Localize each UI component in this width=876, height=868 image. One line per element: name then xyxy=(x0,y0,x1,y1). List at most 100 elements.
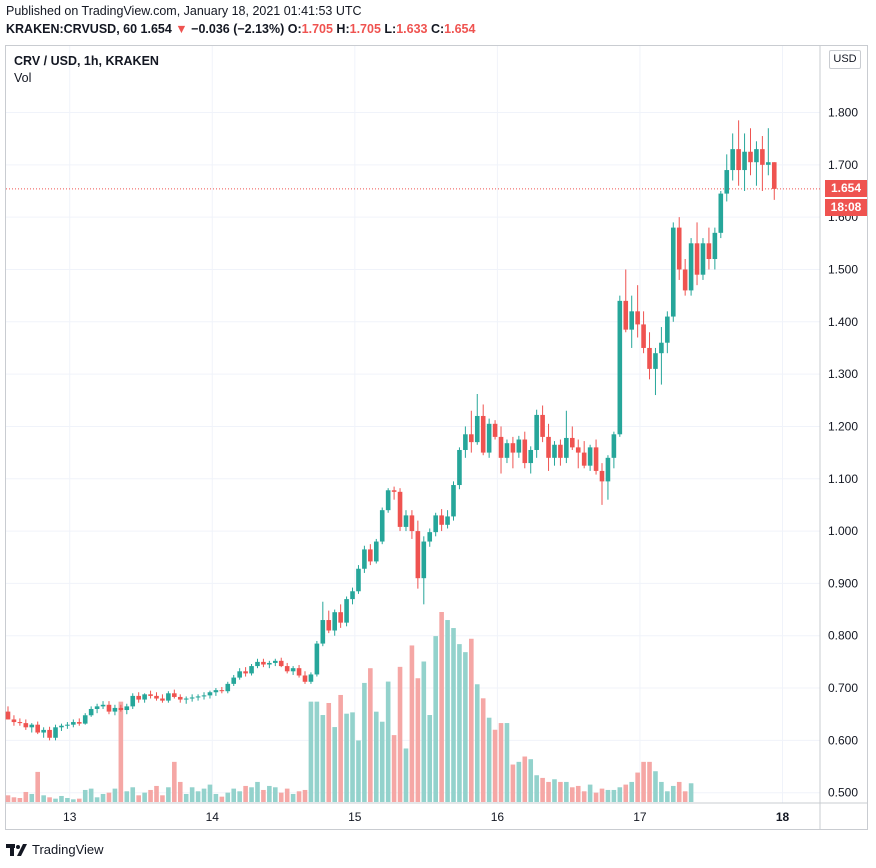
low-value: 1.633 xyxy=(396,22,428,36)
candle-body xyxy=(320,620,326,644)
volume-bar xyxy=(385,681,391,802)
candle-body xyxy=(498,436,504,458)
candle-body xyxy=(659,342,664,354)
candle-body xyxy=(237,671,242,678)
candle-body xyxy=(65,724,70,726)
volume-bar xyxy=(510,764,516,802)
candle-body xyxy=(35,724,40,733)
candle-body xyxy=(118,707,124,711)
volume-bar xyxy=(356,740,361,802)
volume-bar xyxy=(522,756,528,802)
candle-body xyxy=(290,668,296,672)
volume-bar xyxy=(290,793,296,802)
candle-body xyxy=(284,666,290,672)
candle-body xyxy=(338,612,343,623)
volume-bar xyxy=(486,717,492,802)
volume-bar xyxy=(676,781,682,802)
candle-body xyxy=(112,707,118,712)
volume-bar xyxy=(11,797,17,802)
volume-bar xyxy=(540,777,545,802)
candle-body xyxy=(587,447,593,466)
open-value: 1.705 xyxy=(301,22,333,36)
open-label: O: xyxy=(287,22,302,36)
volume-bar xyxy=(415,678,421,802)
candle-body xyxy=(106,704,112,712)
candle-body xyxy=(356,568,361,592)
x-tick-label: 15 xyxy=(348,810,362,824)
candle-body xyxy=(344,599,349,623)
volume-bar xyxy=(546,781,551,802)
candle-body xyxy=(433,515,438,533)
volume-bar xyxy=(409,645,415,802)
volume-bar xyxy=(172,761,177,802)
candle-body xyxy=(130,695,136,707)
candle-body xyxy=(308,674,314,682)
volume-bar xyxy=(183,793,189,802)
volume-bar xyxy=(177,781,183,802)
volume-bar xyxy=(516,761,522,802)
volume-bar xyxy=(189,787,195,802)
volume-bar xyxy=(142,792,147,802)
volume-bar xyxy=(397,666,403,802)
volume-bar xyxy=(575,785,581,802)
volume-bar xyxy=(249,787,254,802)
volume-bar xyxy=(148,789,153,802)
volume-bar xyxy=(314,701,320,802)
candle-body xyxy=(742,151,747,171)
candle-body xyxy=(207,692,213,696)
candle-body xyxy=(766,162,771,165)
volume-bar xyxy=(391,735,397,802)
candle-body xyxy=(172,693,177,697)
candle-body xyxy=(391,490,397,492)
candle-body xyxy=(688,243,694,291)
volume-bar xyxy=(439,612,444,802)
high-label: H: xyxy=(336,22,350,36)
volume-bar xyxy=(112,788,118,802)
candle-body xyxy=(23,723,29,728)
volume-bar xyxy=(629,781,634,802)
volume-bar xyxy=(480,698,486,802)
volume-bar xyxy=(94,797,100,802)
volume-bar xyxy=(302,789,308,802)
volume-bar xyxy=(106,792,112,802)
candle-body xyxy=(718,193,724,233)
volume-bar xyxy=(564,781,569,802)
candle-body xyxy=(760,149,765,165)
volume-bar xyxy=(623,784,629,802)
volume-bar xyxy=(284,788,290,802)
volume-bar xyxy=(124,791,130,802)
volume-bar xyxy=(350,712,355,802)
low-label: L: xyxy=(384,22,397,36)
candle-body xyxy=(724,170,730,194)
volume-bar xyxy=(29,793,35,802)
candle-body xyxy=(771,162,777,189)
volume-bar xyxy=(647,761,652,802)
volume-bar xyxy=(207,784,213,802)
quote-line: KRAKEN:CRVUSD, 60 1.654 ▼ −0.036 (−2.13%… xyxy=(6,22,475,36)
y-tick-label: 1.700 xyxy=(828,158,858,172)
volume-bar xyxy=(474,684,480,802)
volume-bar xyxy=(273,787,278,802)
volume-bar xyxy=(267,785,272,802)
volume-bar xyxy=(225,792,231,802)
volume-bar xyxy=(76,798,82,802)
candle-body xyxy=(154,695,159,699)
close-label: C: xyxy=(430,22,445,36)
tradingview-logo[interactable]: TradingView xyxy=(6,842,104,857)
symbol: KRAKEN:CRVUSD, 60 xyxy=(6,22,138,36)
volume-bar xyxy=(160,795,165,802)
candle-body xyxy=(183,698,189,700)
volume-bar xyxy=(659,781,664,802)
volume-bar xyxy=(243,785,248,802)
candle-body xyxy=(754,149,759,163)
volume-bar xyxy=(82,789,88,802)
candle-body xyxy=(546,436,551,458)
volume-bar xyxy=(599,788,605,802)
candle-body xyxy=(480,415,486,453)
currency-button[interactable]: USD xyxy=(829,50,861,69)
volume-bar xyxy=(682,791,688,802)
y-tick-label: 0.600 xyxy=(828,733,858,747)
candle-body xyxy=(641,324,646,348)
x-tick-label: 17 xyxy=(633,810,647,824)
